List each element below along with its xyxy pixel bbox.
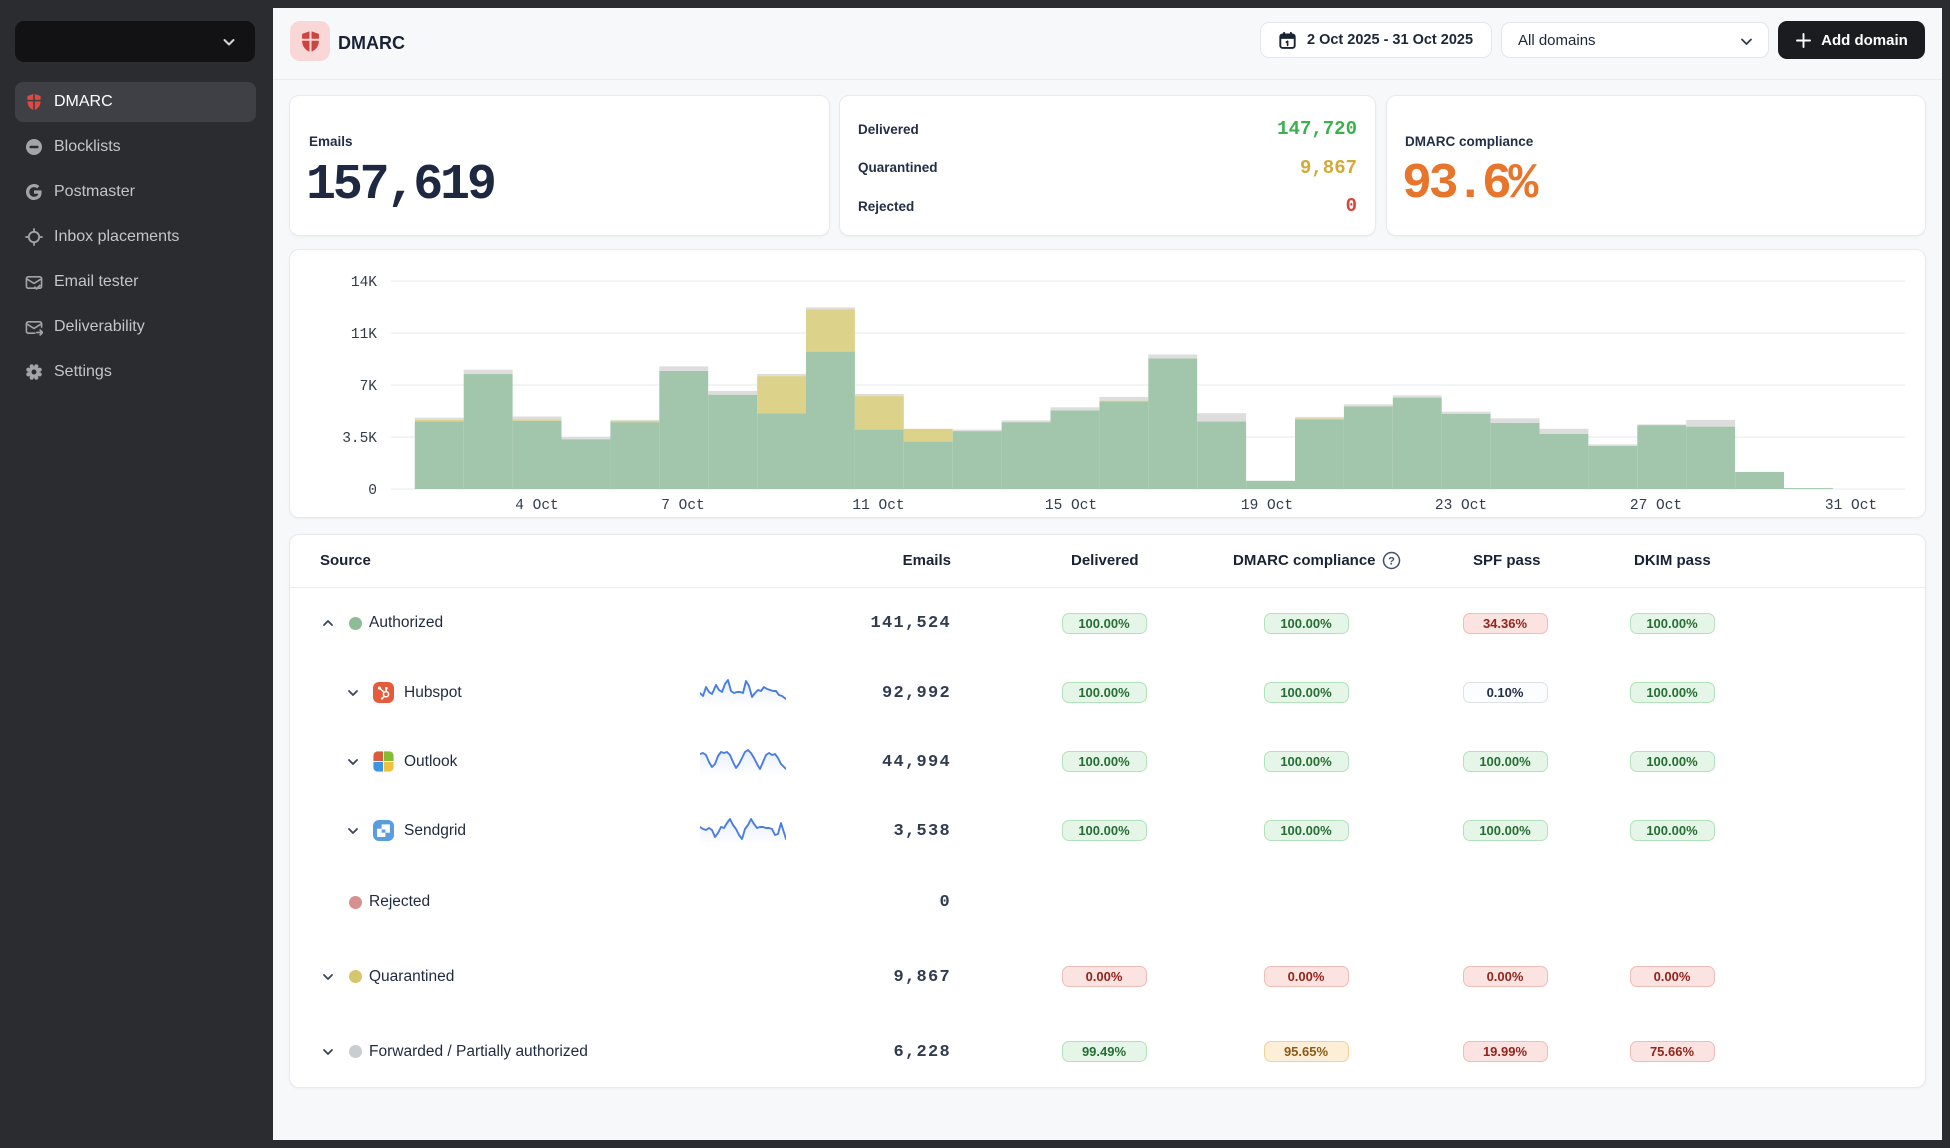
svg-text:4 Oct: 4 Oct (515, 498, 559, 514)
svg-text:31 Oct: 31 Oct (1825, 498, 1877, 514)
svg-text:23 Oct: 23 Oct (1435, 498, 1487, 514)
svg-text:0: 0 (368, 483, 377, 499)
svg-text:3.5K: 3.5K (342, 431, 377, 447)
svg-text:7 Oct: 7 Oct (661, 498, 705, 514)
svg-text:15 Oct: 15 Oct (1045, 498, 1097, 514)
svg-text:7K: 7K (360, 379, 378, 395)
svg-text:11 Oct: 11 Oct (852, 498, 904, 514)
svg-text:27 Oct: 27 Oct (1630, 498, 1682, 514)
svg-text:14K: 14K (351, 275, 377, 291)
svg-text:19 Oct: 19 Oct (1241, 498, 1293, 514)
svg-text:?: ? (1388, 555, 1395, 567)
svg-text:11K: 11K (351, 327, 377, 343)
